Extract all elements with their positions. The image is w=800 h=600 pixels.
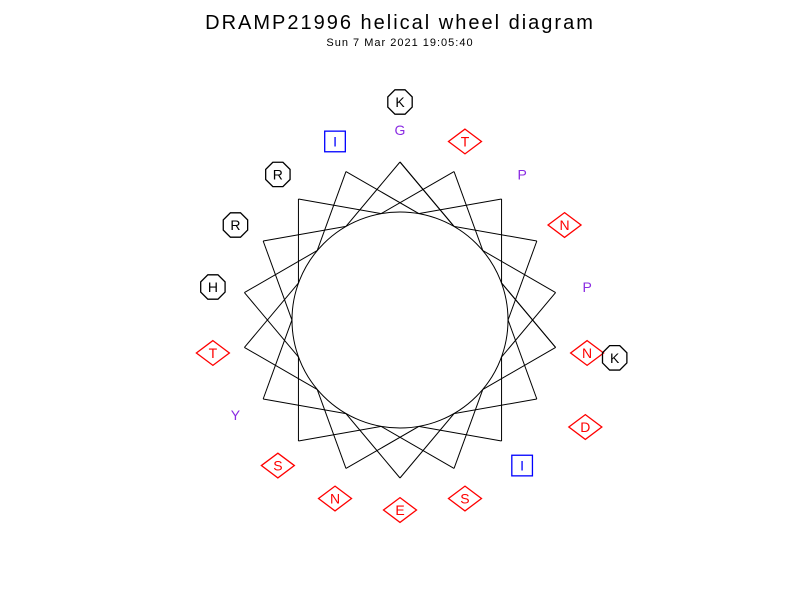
- residue-label: K: [610, 350, 620, 366]
- residue-label: N: [559, 217, 569, 233]
- residue-label: R: [273, 166, 283, 182]
- residue-label: E: [395, 502, 404, 518]
- residue-label: I: [333, 133, 337, 149]
- residue-label: P: [517, 166, 526, 182]
- residue-label: N: [330, 491, 340, 507]
- residue-label: S: [460, 491, 469, 507]
- residue-label: P: [582, 279, 591, 295]
- residue-label: G: [395, 122, 406, 138]
- residue-label: K: [395, 94, 405, 110]
- residue-label: T: [461, 133, 470, 149]
- residue-label: R: [230, 217, 240, 233]
- center-circle: [292, 212, 508, 428]
- residue-label: Y: [231, 407, 241, 423]
- residue-label: T: [209, 345, 218, 361]
- residue-label: I: [520, 458, 524, 474]
- helical-wheel-svg: G N N R P I Y I P E H T D S R N S T K K: [0, 0, 800, 600]
- residue-label: H: [208, 279, 218, 295]
- residue-label: D: [580, 419, 590, 435]
- residue-label: N: [582, 345, 592, 361]
- residue-label: S: [273, 458, 282, 474]
